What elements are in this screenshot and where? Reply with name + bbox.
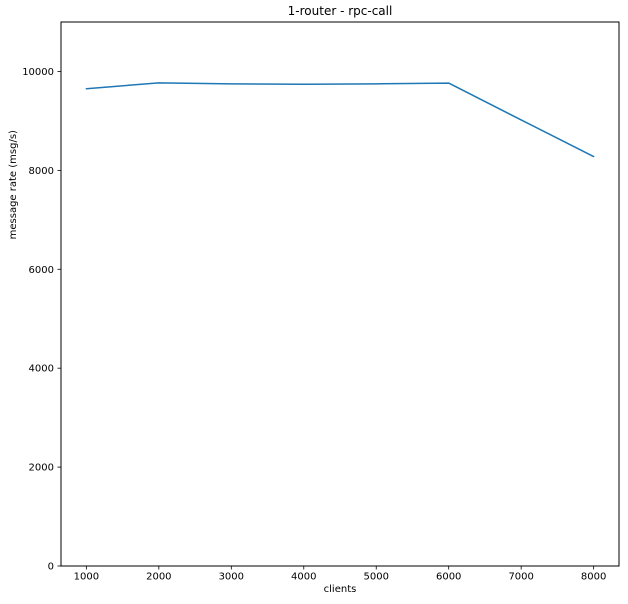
series-line-rpc-call	[85, 82, 595, 158]
chart-title: 1-router - rpc-call	[287, 4, 393, 18]
x-tick-label: 8000	[581, 572, 606, 583]
x-tick-label: 4000	[291, 572, 316, 583]
x-tick-label: 5000	[364, 572, 389, 583]
x-axis-label: clients	[323, 584, 357, 595]
x-tick-label: 3000	[219, 572, 244, 583]
y-tick-label: 10000	[22, 67, 54, 78]
x-tick-label: 7000	[508, 572, 533, 583]
y-tick-label: 6000	[29, 265, 54, 276]
x-tick-label: 2000	[146, 572, 171, 583]
x-tick-label: 6000	[436, 572, 461, 583]
plot-border	[60, 21, 620, 567]
y-tick-label: 0	[48, 562, 54, 573]
y-tick-label: 8000	[29, 166, 54, 177]
y-tick-label: 2000	[29, 463, 54, 474]
y-tick-label: 4000	[29, 364, 54, 375]
x-tick-label: 1000	[74, 572, 99, 583]
